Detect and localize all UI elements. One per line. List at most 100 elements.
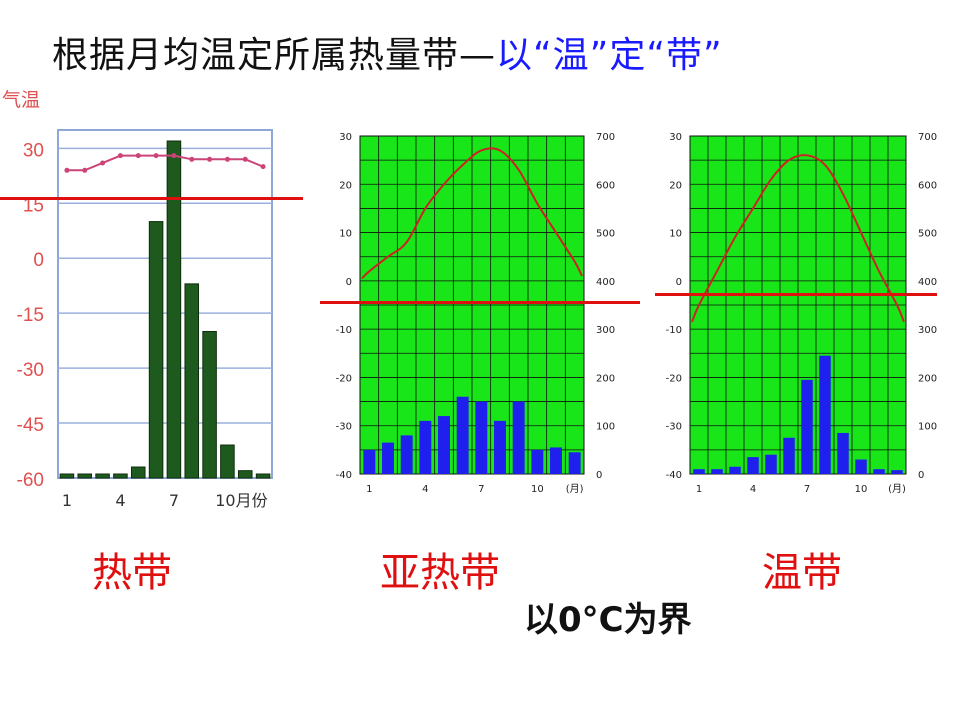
y-right-tick-label: 500	[918, 229, 937, 240]
x-tick-label: 7	[169, 491, 179, 510]
precipitation-bar	[550, 447, 562, 474]
x-tick-label: 4	[115, 491, 125, 510]
precipitation-bar	[59, 473, 75, 479]
y-right-tick-label: 400	[596, 277, 615, 288]
y-right-tick-label: 100	[596, 422, 615, 433]
x-tick-label: 1	[696, 484, 702, 495]
precipitation-bar	[438, 416, 450, 474]
y-right-tick-label: 300	[918, 325, 937, 336]
x-tick-label: 10	[531, 484, 544, 495]
precipitation-bar	[77, 473, 93, 479]
y-right-tick-label: 200	[918, 373, 937, 384]
y-tick-label: -30	[17, 360, 44, 381]
precipitation-bar	[130, 466, 146, 479]
y-left-tick-label: -40	[666, 470, 682, 481]
precipitation-bar	[113, 473, 128, 479]
precipitation-bar	[184, 283, 200, 479]
y-left-tick-label: -20	[336, 373, 352, 384]
y-tick-label: 30	[23, 140, 44, 161]
temperate-zone-label: 温带	[762, 550, 842, 596]
y-left-tick-label: 30	[669, 132, 682, 143]
temperate-boundary-line	[655, 293, 937, 296]
y-left-tick-label: -30	[666, 422, 682, 433]
x-tick-label: 7	[804, 484, 810, 495]
precipitation-bar	[166, 140, 182, 479]
y-right-tick-label: 600	[596, 180, 615, 191]
y-left-tick-label: 20	[339, 180, 352, 191]
x-tick-label: 4	[750, 484, 756, 495]
tropical-boundary-line	[0, 197, 303, 200]
precipitation-bar	[202, 330, 217, 479]
title-main: 根据月均温定所属热量带	[52, 35, 460, 76]
precipitation-bar	[220, 444, 235, 479]
temperature-line	[66, 154, 264, 172]
y-tick-label: 0	[33, 250, 44, 271]
x-tick-label: 10	[855, 484, 868, 495]
y-tick-label: -15	[17, 305, 44, 326]
y-right-tick-label: 600	[918, 180, 937, 191]
y-left-tick-label: -10	[666, 325, 682, 336]
temperature-point	[117, 153, 123, 159]
subtropical-climate-chart: 3020100-10-20-30-40700600500400300200100…	[336, 132, 615, 495]
precipitation-bar	[475, 401, 488, 474]
boundary-note: 以0°C为界	[524, 600, 692, 640]
precipitation-bar	[729, 466, 741, 474]
precipitation-bar	[568, 452, 581, 474]
precipitation-bar	[382, 442, 394, 474]
plot-frame	[57, 129, 273, 479]
y-left-tick-label: 0	[676, 277, 682, 288]
y-tick-label: -45	[17, 415, 44, 436]
title-highlight: 以“温”定“带”	[496, 35, 723, 76]
y-right-tick-label: 0	[918, 470, 924, 481]
y-tick-label: 15	[23, 195, 44, 216]
precipitation-bar	[363, 449, 376, 474]
x-tick-label: 4	[422, 484, 428, 495]
precipitation-bar	[747, 457, 759, 474]
precipitation-bar	[891, 470, 903, 474]
title-dash: —	[459, 35, 497, 76]
precipitation-bar	[873, 469, 885, 474]
precipitation-bar	[801, 379, 813, 474]
y-tick-label: -60	[17, 470, 44, 491]
y-right-tick-label: 200	[596, 373, 615, 384]
temperature-point	[82, 167, 88, 173]
y-left-tick-label: 10	[339, 229, 352, 240]
temperature-point	[260, 164, 266, 170]
precipitation-bar	[400, 435, 413, 474]
y-left-tick-label: 10	[669, 229, 682, 240]
x-tick-label: 1	[366, 484, 372, 495]
precipitation-bar	[855, 459, 867, 474]
x-tick-label: 7	[478, 484, 484, 495]
y-right-tick-label: 700	[918, 132, 937, 143]
tropical-climate-chart: 30 15 0 -15 -30 -45 -60 气温 1 4 7 10月份	[2, 89, 273, 510]
y-left-tick-label: -40	[336, 470, 352, 481]
temperature-point	[189, 156, 195, 162]
x-tick-label: 1	[62, 491, 72, 510]
y-right-tick-label: 100	[918, 422, 937, 433]
precipitation-bar	[494, 420, 506, 474]
precipitation-bar	[512, 401, 525, 474]
precipitation-bar	[819, 355, 831, 474]
y-left-tick-label: -30	[336, 422, 352, 433]
temperature-point	[207, 156, 213, 162]
precipitation-bar	[419, 420, 432, 474]
temperature-line	[691, 154, 905, 323]
temperature-line	[361, 147, 583, 280]
subtropical-boundary-line	[320, 301, 640, 304]
temperature-point	[135, 153, 141, 159]
precipitation-bar	[531, 449, 544, 474]
tropical-zone-label: 热带	[92, 550, 172, 596]
y-left-tick-label: -20	[666, 373, 682, 384]
temperature-point	[64, 167, 70, 173]
precipitation-bar	[95, 473, 110, 479]
precipitation-bar	[693, 469, 705, 474]
y-right-tick-label: 500	[596, 229, 615, 240]
precipitation-bar	[148, 221, 164, 479]
precipitation-bar	[237, 470, 253, 479]
y-left-tick-label: 20	[669, 180, 682, 191]
precipitation-bar	[783, 437, 795, 474]
y-axis-label: 气温	[2, 89, 40, 111]
x-tick-label: (月)	[566, 483, 584, 495]
x-tick-label: (月)	[888, 483, 906, 495]
temperate-climate-chart: 3020100-10-20-30-40700600500400300200100…	[666, 132, 937, 495]
